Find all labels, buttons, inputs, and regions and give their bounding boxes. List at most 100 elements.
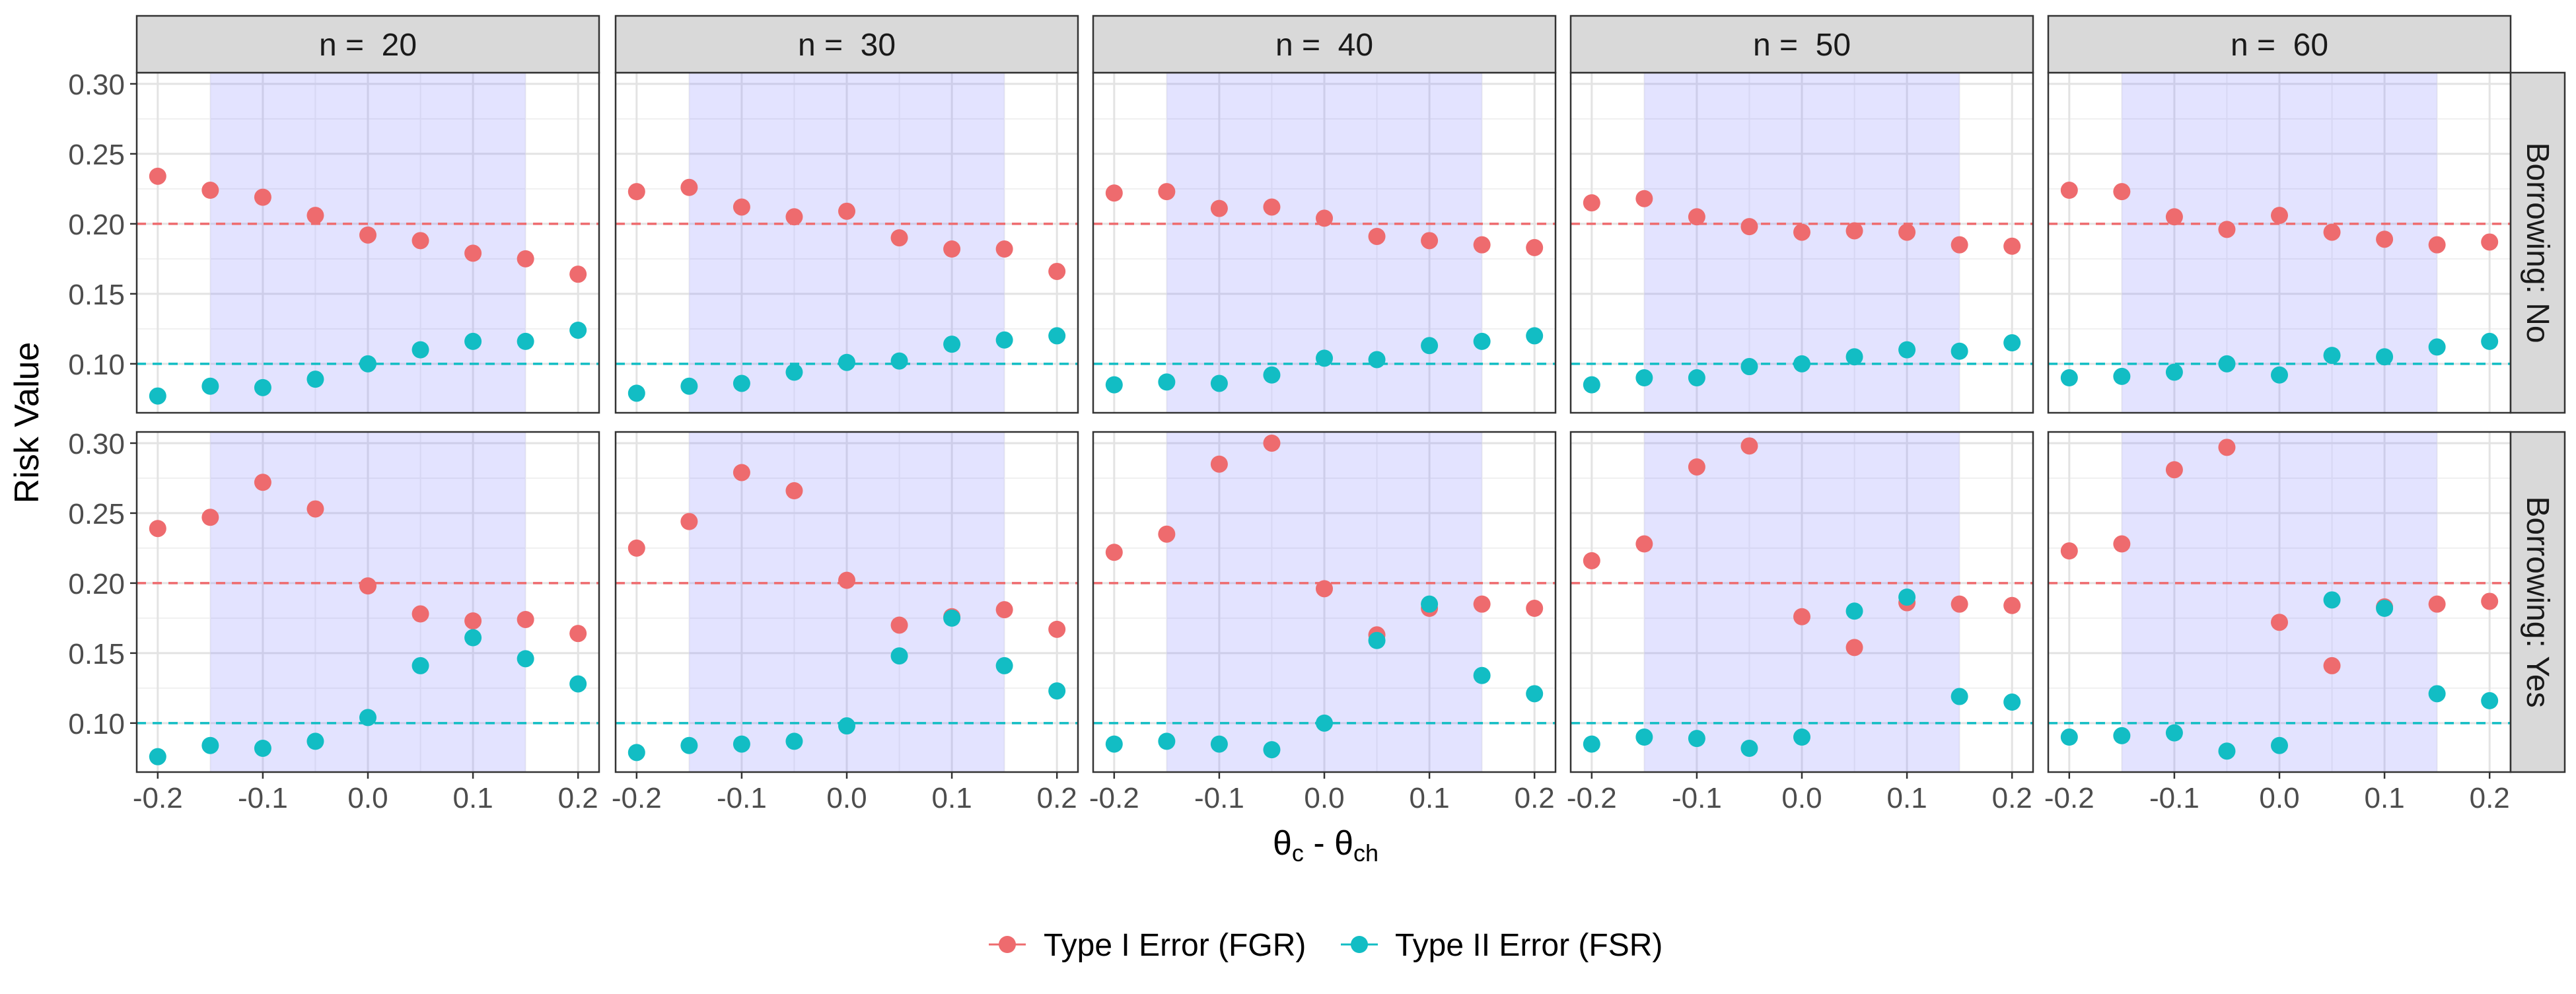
point-type-i-error-fgr xyxy=(838,202,855,220)
point-type-ii-error-fsr xyxy=(2481,332,2499,350)
point-type-ii-error-fsr xyxy=(1210,374,1228,392)
x-tick-label: -0.1 xyxy=(1672,782,1722,814)
point-type-ii-error-fsr xyxy=(838,353,855,371)
point-type-i-error-fgr xyxy=(517,610,534,628)
y-tick-label: 0.20 xyxy=(68,209,125,241)
point-type-i-error-fgr xyxy=(2481,233,2499,251)
point-type-ii-error-fsr xyxy=(2428,338,2446,356)
point-type-ii-error-fsr xyxy=(1048,682,1066,700)
x-tick-label: 0.1 xyxy=(453,782,493,814)
point-type-i-error-fgr xyxy=(1210,455,1228,473)
point-type-i-error-fgr xyxy=(1583,194,1600,212)
point-type-i-error-fgr xyxy=(1263,198,1281,216)
strip-background xyxy=(2509,71,2566,414)
point-type-i-error-fgr xyxy=(2218,439,2236,456)
point-type-i-error-fgr xyxy=(2376,231,2394,248)
panel-n-20-borrowing-yes xyxy=(135,431,600,773)
strip-background xyxy=(2047,15,2512,74)
point-type-ii-error-fsr xyxy=(627,744,645,762)
point-type-i-error-fgr xyxy=(1368,227,1386,245)
legend-label-type1: Type I Error (FGR) xyxy=(1044,928,1306,963)
point-type-i-error-fgr xyxy=(149,520,166,538)
point-type-i-error-fgr xyxy=(627,183,645,201)
point-type-i-error-fgr xyxy=(1793,608,1810,625)
strip-background xyxy=(614,15,1079,74)
y-tick-label: 0.25 xyxy=(68,498,125,530)
point-type-i-error-fgr xyxy=(1210,199,1228,217)
point-type-ii-error-fsr xyxy=(680,377,698,395)
point-type-ii-error-fsr xyxy=(1263,741,1281,759)
x-tick-label: -0.1 xyxy=(238,782,288,814)
point-type-ii-error-fsr xyxy=(2218,355,2236,373)
point-type-i-error-fgr xyxy=(1316,209,1333,227)
point-type-ii-error-fsr xyxy=(2113,727,2131,744)
point-type-i-error-fgr xyxy=(995,240,1013,258)
point-type-ii-error-fsr xyxy=(1263,366,1281,384)
point-type-i-error-fgr xyxy=(1105,184,1123,202)
column-strip-n-30: n = 30 xyxy=(614,15,1079,74)
x-tick-label: 0.0 xyxy=(2259,782,2299,814)
strip-background xyxy=(1569,15,2034,74)
point-type-ii-error-fsr xyxy=(2218,742,2236,760)
point-type-ii-error-fsr xyxy=(1583,735,1600,753)
column-strip-n-50: n = 50 xyxy=(1569,15,2034,74)
x-tick-label: -0.2 xyxy=(612,782,662,814)
point-type-ii-error-fsr xyxy=(1158,373,1176,391)
point-type-ii-error-fsr xyxy=(1898,588,1916,606)
point-type-ii-error-fsr xyxy=(2060,728,2078,746)
point-type-i-error-fgr xyxy=(2003,596,2021,614)
point-type-ii-error-fsr xyxy=(1740,739,1758,757)
y-tick-label: 0.30 xyxy=(68,69,125,101)
point-type-i-error-fgr xyxy=(1740,218,1758,236)
x-tick-label: 0.2 xyxy=(1515,782,1555,814)
point-type-i-error-fgr xyxy=(995,601,1013,619)
point-type-ii-error-fsr xyxy=(627,384,645,402)
point-type-ii-error-fsr xyxy=(995,657,1013,674)
row-strip-borrowing-yes: Borrowing: Yes xyxy=(2509,431,2566,773)
point-type-i-error-fgr xyxy=(2428,236,2446,254)
point-type-ii-error-fsr xyxy=(1421,595,1439,613)
point-type-i-error-fgr xyxy=(2165,461,2183,479)
point-type-ii-error-fsr xyxy=(201,736,219,754)
point-type-ii-error-fsr xyxy=(1105,735,1123,753)
point-type-i-error-fgr xyxy=(411,232,429,250)
point-type-i-error-fgr xyxy=(680,178,698,196)
point-type-ii-error-fsr xyxy=(2003,334,2021,352)
point-type-ii-error-fsr xyxy=(1845,602,1863,620)
point-type-i-error-fgr xyxy=(1158,183,1176,201)
x-tick-label: -0.2 xyxy=(1567,782,1617,814)
point-type-i-error-fgr xyxy=(149,167,166,185)
panel-n-50-borrowing-no xyxy=(1569,71,2034,414)
point-type-ii-error-fsr xyxy=(785,363,803,381)
point-type-ii-error-fsr xyxy=(1105,376,1123,394)
point-type-i-error-fgr xyxy=(2165,208,2183,226)
point-type-ii-error-fsr xyxy=(2271,366,2288,384)
column-strip-n-60: n = 60 xyxy=(2047,15,2512,74)
point-type-i-error-fgr xyxy=(2060,182,2078,199)
column-strip-n-40: n = 40 xyxy=(1092,15,1557,74)
point-type-ii-error-fsr xyxy=(733,374,750,392)
point-type-ii-error-fsr xyxy=(785,732,803,750)
point-type-i-error-fgr xyxy=(1635,535,1653,553)
x-tick-label: 0.0 xyxy=(826,782,867,814)
point-type-i-error-fgr xyxy=(1048,620,1066,638)
point-type-i-error-fgr xyxy=(517,250,534,267)
point-type-ii-error-fsr xyxy=(1316,349,1333,367)
point-type-i-error-fgr xyxy=(2003,237,2021,255)
point-type-i-error-fgr xyxy=(201,509,219,526)
x-tick-label: 0.1 xyxy=(1887,782,1927,814)
x-axis-title-sub-c: c xyxy=(1292,839,1304,867)
point-type-i-error-fgr xyxy=(254,188,271,206)
point-type-ii-error-fsr xyxy=(517,332,534,350)
x-tick-label: -0.2 xyxy=(1089,782,1139,814)
point-type-i-error-fgr xyxy=(2060,542,2078,560)
point-type-ii-error-fsr xyxy=(464,629,482,647)
strip-background xyxy=(1092,15,1557,74)
x-tick-label: -0.1 xyxy=(1194,782,1244,814)
y-tick-label: 0.15 xyxy=(68,638,125,670)
point-type-i-error-fgr xyxy=(411,605,429,623)
y-tick-label: 0.30 xyxy=(68,428,125,460)
point-type-i-error-fgr xyxy=(1526,238,1544,256)
point-type-ii-error-fsr xyxy=(254,739,271,757)
x-tick-label: 0.0 xyxy=(1781,782,1822,814)
